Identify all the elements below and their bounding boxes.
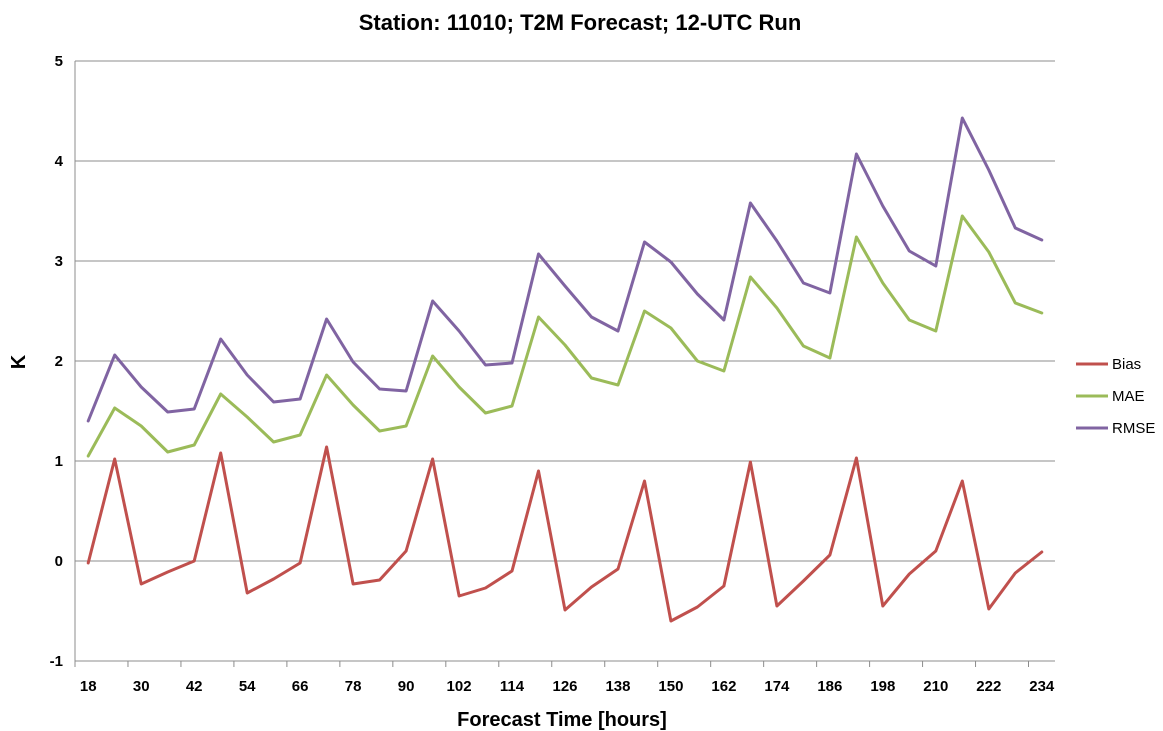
y-tick-label: -1 bbox=[50, 653, 63, 670]
x-tick-label: 78 bbox=[345, 678, 362, 695]
legend-label-mae: MAE bbox=[1112, 388, 1145, 405]
x-tick-label: 234 bbox=[1029, 678, 1055, 695]
x-tick-label: 126 bbox=[552, 678, 577, 695]
series-line-mae bbox=[86, 214, 1044, 458]
x-tick-label: 210 bbox=[923, 678, 948, 695]
y-tick-label: 0 bbox=[55, 553, 63, 570]
series-line-bias bbox=[86, 445, 1044, 623]
x-tick-label: 150 bbox=[658, 678, 683, 695]
x-tick-label: 162 bbox=[711, 678, 736, 695]
x-tick-label: 186 bbox=[817, 678, 842, 695]
y-tick-label: 1 bbox=[55, 453, 63, 470]
x-tick-label: 198 bbox=[870, 678, 895, 695]
x-tick-label: 114 bbox=[500, 678, 525, 695]
grid bbox=[75, 60, 1055, 662]
chart-title: Station: 11010; T2M Forecast; 12-UTC Run bbox=[359, 10, 802, 35]
x-tick-label: 174 bbox=[764, 678, 790, 695]
y-tick-label: 5 bbox=[55, 53, 63, 70]
x-tick-label: 90 bbox=[398, 678, 415, 695]
x-tick-label: 42 bbox=[186, 678, 203, 695]
legend: Bias MAE RMSE bbox=[1076, 356, 1155, 437]
x-axis-title: Forecast Time [hours] bbox=[457, 709, 667, 731]
x-tick-label: 66 bbox=[292, 678, 309, 695]
x-tick-label: 30 bbox=[133, 678, 150, 695]
x-tick-label: 138 bbox=[605, 678, 630, 695]
y-tick-label: 4 bbox=[55, 153, 64, 170]
series-line-rmse bbox=[86, 116, 1044, 423]
y-tick-label: 3 bbox=[55, 253, 63, 270]
x-tick-label: 18 bbox=[80, 678, 97, 695]
x-tick-label: 54 bbox=[239, 678, 256, 695]
y-tick-label: 2 bbox=[55, 353, 63, 370]
y-axis-title: K bbox=[8, 354, 30, 369]
legend-label-bias: Bias bbox=[1112, 356, 1141, 373]
legend-label-rmse: RMSE bbox=[1112, 420, 1155, 437]
x-tick-label: 222 bbox=[976, 678, 1001, 695]
x-tick-label: 102 bbox=[447, 678, 472, 695]
series-lines bbox=[86, 116, 1044, 623]
